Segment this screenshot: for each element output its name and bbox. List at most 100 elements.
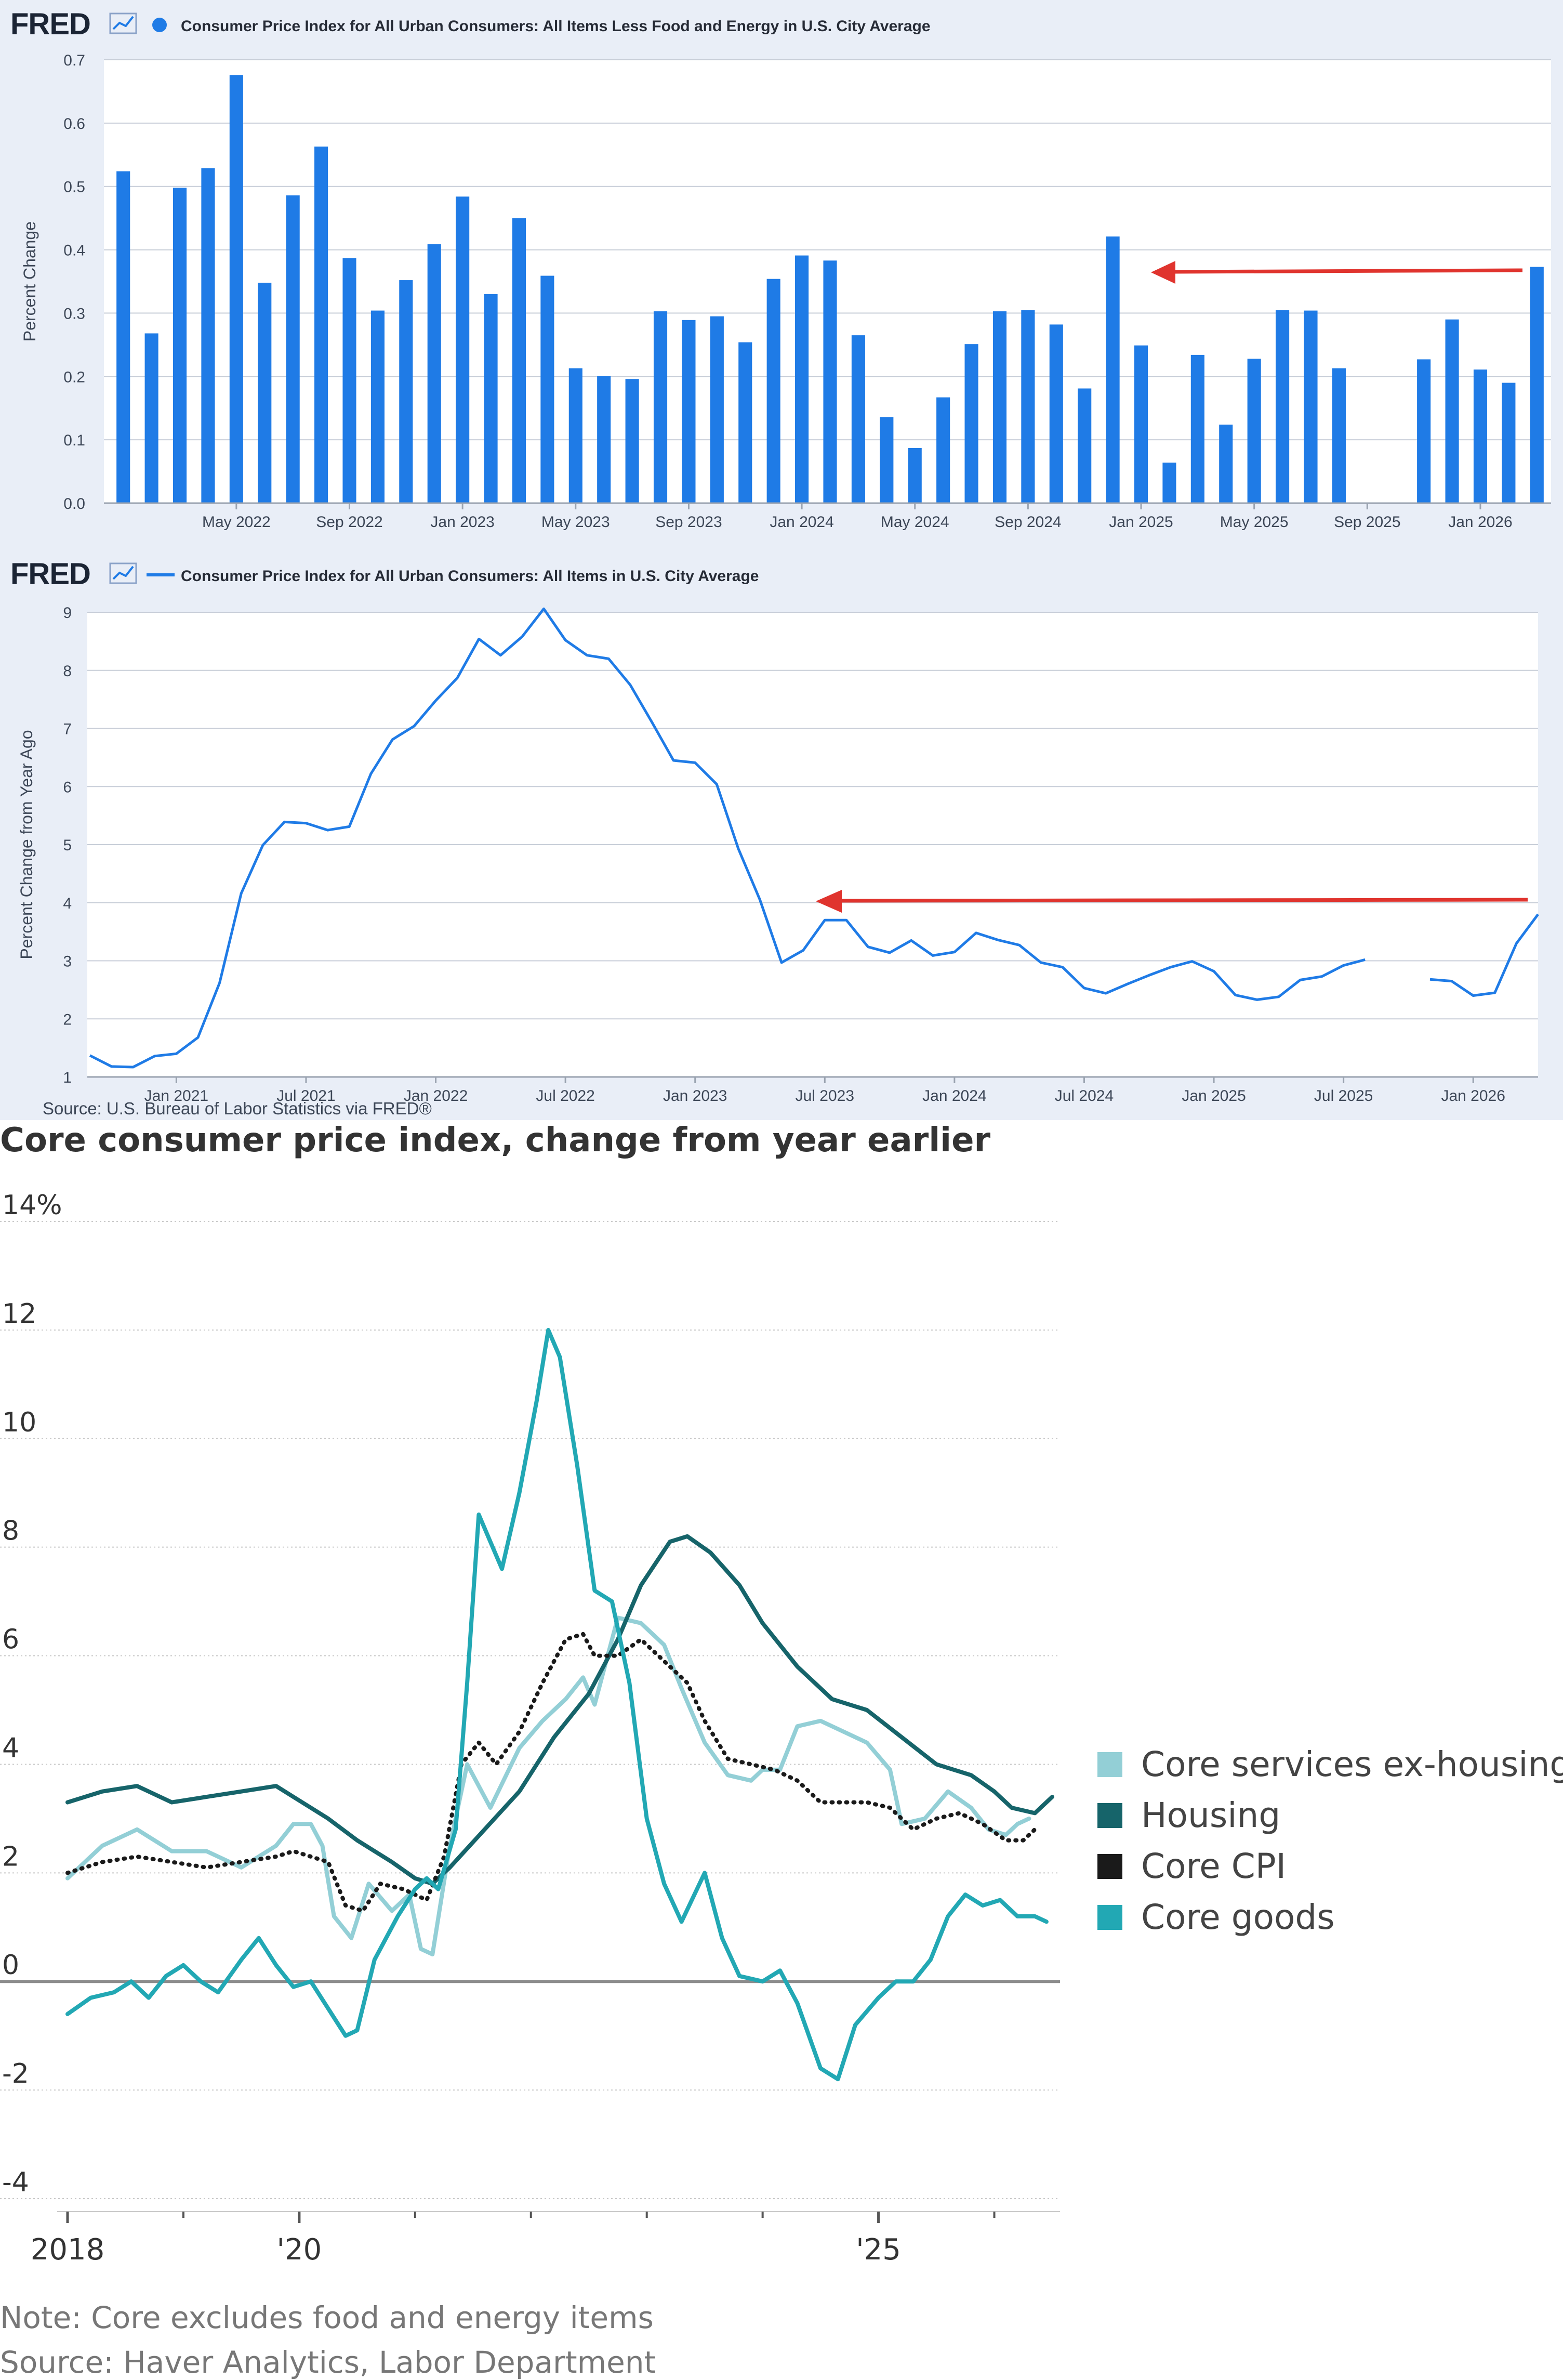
series-line (1429, 913, 1540, 997)
bar (1190, 354, 1204, 503)
source-note: Source: U.S. Bureau of Labor Statistics … (43, 1099, 432, 1118)
y-tick-label: 0.7 (63, 52, 85, 69)
legend-swatch (1097, 1752, 1122, 1777)
core-cpi-monthly-bar-chart: FRED Consumer Price Index for All Urban C… (0, 0, 1563, 552)
arrow-head (816, 890, 842, 913)
x-tick-label: Jan 2025 (1109, 514, 1173, 531)
chart-note: Note: Core excludes food and energy item… (0, 2300, 654, 2335)
bar (1021, 310, 1035, 503)
bar (1502, 383, 1516, 503)
bar (512, 218, 526, 504)
bar (1332, 368, 1346, 503)
bar (342, 258, 356, 503)
x-tick-label: Jul 2023 (796, 1087, 854, 1104)
series-line (89, 607, 1366, 1069)
fred-graph-icon-frame (109, 562, 137, 584)
y-tick-label: 0.3 (63, 305, 85, 322)
y-tick-label: 6 (2, 1624, 19, 1655)
series-line-housing (65, 1534, 1054, 1886)
fred-graph-icon (109, 562, 137, 584)
legend-swatch (1097, 1854, 1122, 1879)
cpi-year-over-year-line-chart: FRED Consumer Price Index for All Urban C… (0, 552, 1563, 1120)
x-tick-label: May 2024 (881, 514, 949, 531)
x-tick-label: Jan 2022 (404, 1087, 468, 1104)
bar (1247, 359, 1261, 503)
y-tick-label: 0.1 (63, 432, 85, 449)
legend-dot-swatch (152, 18, 167, 32)
bar (738, 342, 752, 503)
x-tick-label: May 2025 (1220, 514, 1289, 531)
bar (1049, 324, 1063, 503)
bar (427, 244, 441, 503)
y-tick-label: 9 (63, 604, 72, 622)
bar (568, 368, 582, 503)
y-axis-label: Percent Change from Year Ago (17, 730, 36, 959)
arrow-head (1151, 261, 1175, 284)
y-tick-label: 0 (2, 1950, 19, 1981)
x-tick-label: Jan 2026 (1441, 1087, 1505, 1104)
y-axis-label: Percent Change (20, 221, 39, 341)
y-tick-label: 14% (2, 1190, 62, 1221)
x-tick-label: Jul 2022 (536, 1087, 594, 1104)
x-tick-label: Jan 2026 (1448, 514, 1512, 531)
y-tick-label: 0.6 (63, 115, 85, 133)
arrow-shaft (1174, 268, 1523, 274)
y-tick-label: 1 (63, 1069, 72, 1086)
y-tick-label: 7 (63, 721, 72, 738)
x-tick-label: Jul 2024 (1055, 1087, 1114, 1104)
y-tick-label: 5 (63, 837, 72, 854)
bar (1417, 359, 1431, 503)
bar (1276, 310, 1290, 503)
fred-graph-icon-line (112, 16, 134, 30)
bar (936, 397, 950, 503)
bar (710, 316, 724, 503)
y-tick-label: 0.4 (63, 242, 85, 259)
y-tick-label: -2 (2, 2058, 29, 2089)
bar (1106, 236, 1120, 503)
bar (540, 275, 554, 503)
bar (653, 311, 668, 503)
x-tick-label: Jan 2024 (770, 514, 833, 531)
bar (851, 335, 865, 503)
bar (625, 379, 639, 503)
y-tick-label: 6 (63, 779, 72, 796)
bar (1473, 369, 1488, 503)
legend-label: Core CPI (1141, 1846, 1286, 1886)
x-tick-label: '25 (856, 2233, 901, 2267)
bar (201, 168, 215, 503)
x-tick-label: Jan 2025 (1182, 1087, 1246, 1104)
y-tick-label: 12 (2, 1298, 36, 1330)
bar (370, 310, 385, 503)
y-tick-label: 4 (63, 895, 72, 912)
y-tick-label: 2 (63, 1011, 72, 1028)
series-line-core-goods (65, 1327, 1049, 2082)
x-tick-label: Jan 2023 (430, 514, 494, 531)
x-tick-label: Sep 2025 (1334, 514, 1400, 531)
bar (484, 294, 498, 503)
bar (144, 333, 158, 503)
chart-title: Consumer Price Index for All Urban Consu… (181, 18, 931, 35)
chart-title: Consumer Price Index for All Urban Consu… (181, 568, 759, 585)
bars (116, 75, 1544, 504)
annotation-arrow (1151, 261, 1523, 284)
x-tick-label: Sep 2024 (995, 514, 1061, 531)
bar (766, 279, 780, 503)
bar (880, 417, 894, 503)
y-tick-label: -4 (2, 2167, 29, 2198)
fred-logo: FRED (10, 7, 90, 41)
y-tick-label: 0.2 (63, 369, 85, 386)
bar (229, 75, 243, 503)
x-tick-label: Jul 2025 (1314, 1087, 1373, 1104)
x-tick-label: Sep 2023 (655, 514, 722, 531)
y-tick-label: 8 (2, 1516, 19, 1547)
bar (314, 146, 328, 503)
bar (823, 260, 837, 503)
bar (1162, 463, 1176, 503)
x-tick-label: Jan 2021 (144, 1087, 208, 1104)
bar (116, 171, 130, 503)
bar (399, 280, 413, 503)
bar (173, 188, 187, 503)
bar (908, 448, 922, 503)
fred-logo: FRED (10, 557, 90, 591)
chart-title: Core consumer price index, change from y… (0, 1121, 990, 1160)
